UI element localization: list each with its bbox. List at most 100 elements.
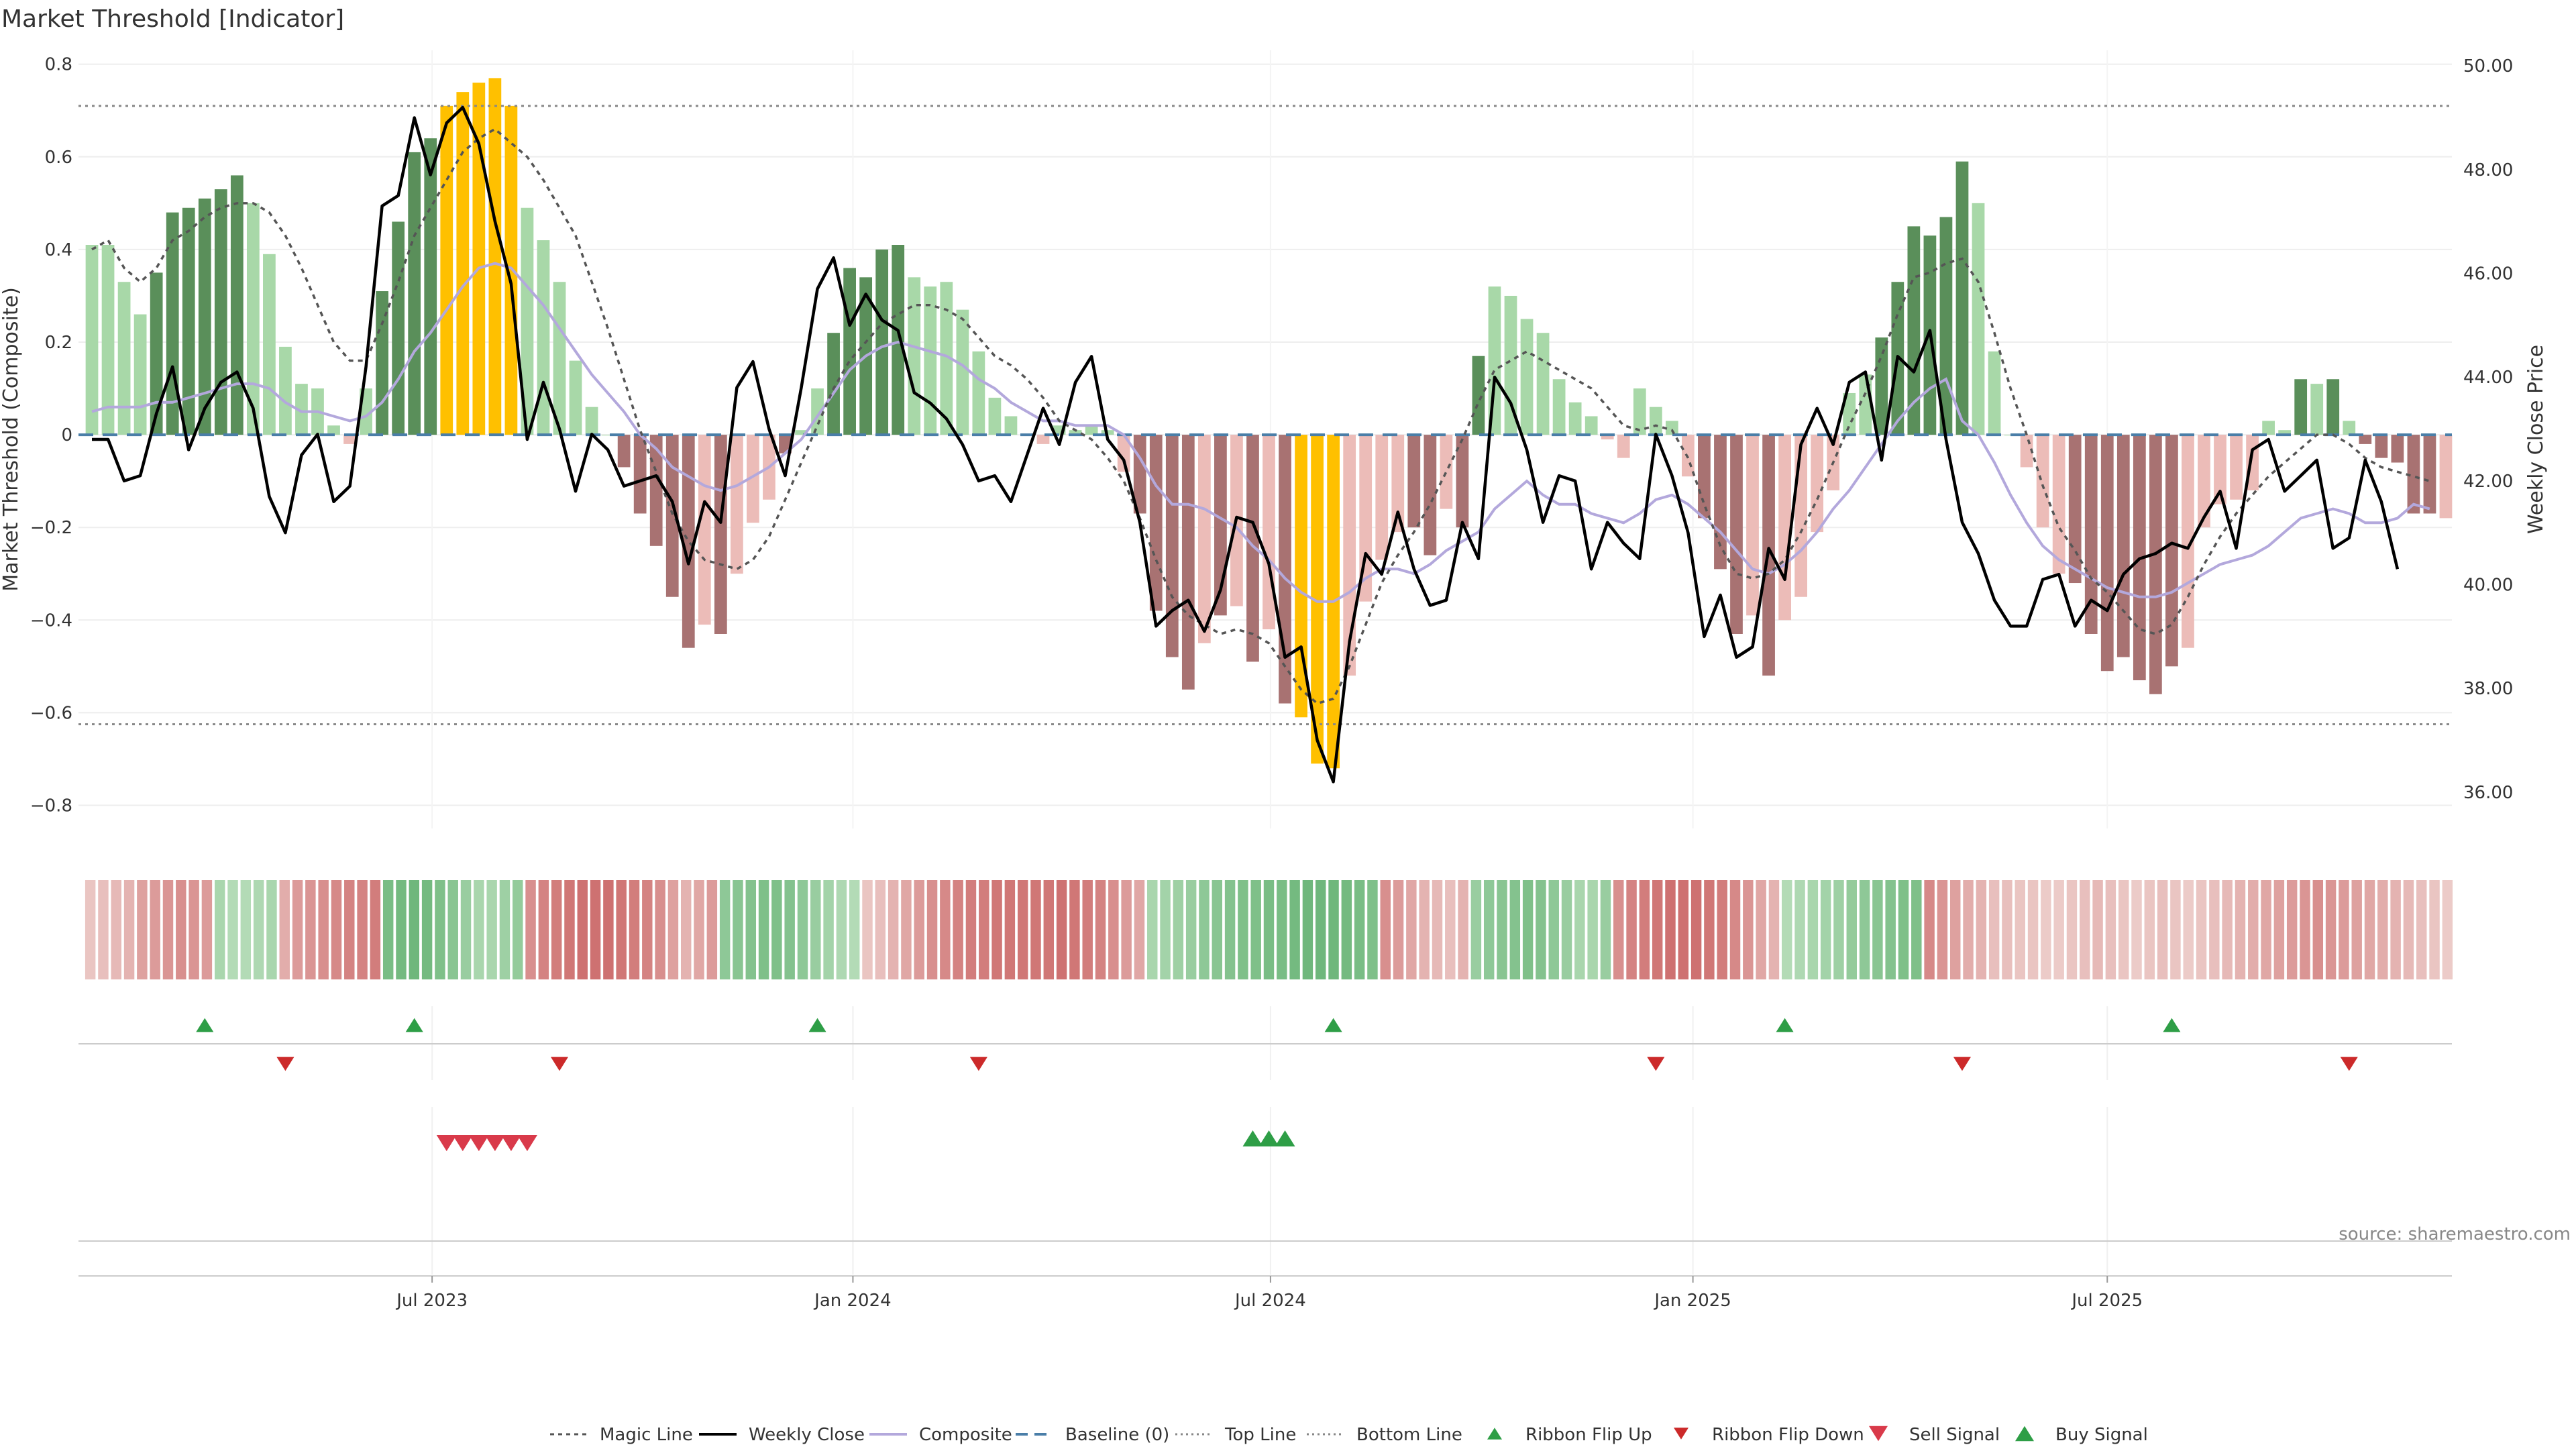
ribbon-cell — [2339, 880, 2349, 979]
legend-label: Magic Line — [600, 1425, 693, 1445]
ribbon-cell — [1898, 880, 1909, 979]
ribbon-cell — [2041, 880, 2051, 979]
composite-bar — [1456, 435, 1469, 528]
y-right-tick-label: 38.00 — [2463, 679, 2513, 699]
ribbon-cell — [1160, 880, 1171, 979]
ribbon-cell — [2390, 880, 2401, 979]
ribbon-cell — [1030, 880, 1041, 979]
ribbon-cell — [1380, 880, 1391, 979]
legend-label: Composite — [919, 1425, 1012, 1445]
ribbon-cell — [1250, 880, 1261, 979]
ribbon-cell — [227, 880, 238, 979]
composite-bar — [537, 240, 550, 435]
series-lines — [78, 105, 2452, 784]
x-tick-label: Jan 2024 — [813, 1291, 892, 1311]
composite-bar — [1391, 435, 1405, 533]
ribbon-cell — [1600, 880, 1611, 979]
ribbon-cell — [733, 880, 743, 979]
composite-bar — [2343, 421, 2356, 435]
composite-bar — [1343, 435, 1356, 676]
sell-signal-marker — [517, 1135, 537, 1151]
composite-bar — [827, 333, 840, 435]
ribbon-cell — [1794, 880, 1805, 979]
ribbon-cell — [1729, 880, 1741, 979]
ribbon-cell — [421, 880, 433, 979]
ribbon-cell — [538, 880, 549, 979]
composite-bar — [1988, 351, 2001, 435]
ribbon-cell — [2183, 880, 2194, 979]
composite-bar — [2182, 435, 2194, 648]
ribbon-cell — [266, 880, 277, 979]
ribbon-cell — [1820, 880, 1831, 979]
ribbon-cell — [447, 880, 458, 979]
ribbon-cell — [953, 880, 963, 979]
chart-title: Market Threshold [Indicator] — [1, 5, 344, 33]
composite-bar — [133, 314, 147, 435]
composite-bar — [714, 435, 727, 634]
composite-bar — [1036, 435, 1050, 444]
sell-signal-marker — [452, 1135, 473, 1151]
composite-bar — [1955, 161, 1969, 435]
ribbon-flip-down-marker — [969, 1057, 987, 1071]
ribbon-cell — [991, 880, 1002, 979]
composite-bar — [811, 388, 824, 435]
ribbon-cell — [2377, 880, 2388, 979]
ribbon-cell — [240, 880, 252, 979]
ribbon-cell — [189, 880, 199, 979]
composite-bar — [1117, 435, 1130, 472]
sell-signal-marker — [468, 1135, 489, 1151]
legend: Magic Line Weekly Close Composite Baseline … — [550, 1425, 2148, 1445]
ribbon-cell — [1782, 880, 1792, 979]
composite-bar — [214, 189, 227, 435]
composite-bar — [2326, 379, 2340, 435]
y-right-tick-label: 42.00 — [2463, 472, 2513, 492]
ribbon-cell — [1911, 880, 1922, 979]
ribbon-cell — [2066, 880, 2078, 979]
ribbon-cell — [1704, 880, 1715, 979]
y-right-tick-label: 50.00 — [2463, 56, 2513, 76]
ribbon-cell — [214, 880, 225, 979]
composite-bar — [1295, 435, 1307, 718]
ribbon-cell — [694, 880, 704, 979]
ribbon-cell — [1134, 880, 1145, 979]
legend-label: Ribbon Flip Down — [1712, 1425, 1864, 1445]
ribbon-cell — [1004, 880, 1016, 979]
ribbon-cell — [162, 880, 174, 979]
ribbon-cell — [629, 880, 640, 979]
legend-label: Sell Signal — [1909, 1425, 2000, 1445]
composite-bar — [279, 346, 292, 435]
y-right-tick-label: 40.00 — [2463, 576, 2513, 596]
composite-bar — [1633, 388, 1646, 435]
ribbon-cell — [1017, 880, 1028, 979]
ribbon-flip-down-marker — [1953, 1057, 1971, 1071]
ribbon-cell — [2273, 880, 2285, 979]
buy-signal-marker — [1258, 1130, 1279, 1146]
ribbon-cell — [1807, 880, 1819, 979]
ribbon-cell — [2015, 880, 2025, 979]
composite-bar — [1069, 430, 1082, 435]
ribbon-cell — [1859, 880, 1870, 979]
composite-bar — [2116, 435, 2130, 657]
ribbon-cell — [965, 880, 977, 979]
composite-bar — [940, 282, 953, 435]
composite-bar — [1698, 435, 1711, 519]
composite-bar — [1552, 379, 1566, 435]
ribbon-cell — [1756, 880, 1766, 979]
composite-bar — [682, 435, 695, 648]
buy-signal-marker — [1275, 1130, 1295, 1146]
ribbon-cell — [370, 880, 381, 979]
source-credit: source: sharemaestro.com — [2339, 1224, 2571, 1244]
ribbon-flip-up-marker — [1776, 1018, 1794, 1032]
sell-signal-marker — [500, 1135, 521, 1151]
composite-bar — [553, 282, 566, 435]
composite-bar — [2230, 435, 2243, 500]
composite-bar — [2391, 435, 2404, 463]
ribbon-cell — [1341, 880, 1352, 979]
ribbon-cell — [1833, 880, 1844, 979]
composite-bar — [408, 152, 421, 435]
ribbon-cell — [2364, 880, 2375, 979]
ribbon-cell — [150, 880, 160, 979]
sell-signal-marker — [436, 1135, 457, 1151]
ribbon-cell — [2312, 880, 2324, 979]
ribbon-cell — [331, 880, 342, 979]
